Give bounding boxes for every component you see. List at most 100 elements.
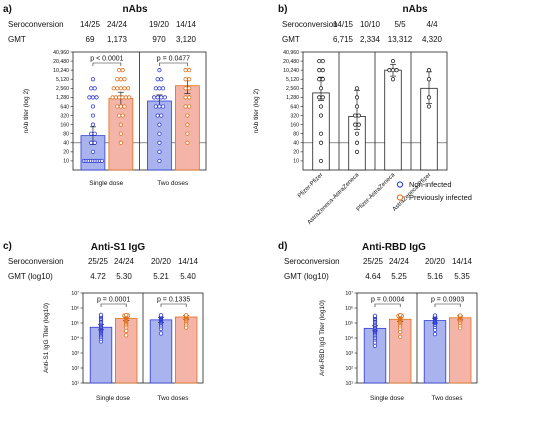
category-label-b-0: Pfizer-Pfizer [297,172,324,199]
data-point-a-1-1-6 [183,95,188,100]
data-point-c-1-1-13 [184,313,189,318]
y-tick-label-a-5: 320 [60,113,69,119]
data-point-b-1-4 [356,122,361,127]
data-point-a-1-1-2 [185,122,190,127]
header-value-a-0-2: 19/20 [149,20,170,29]
data-point-b-0-5 [317,95,322,100]
data-point-a-1-0-2 [157,140,162,145]
data-point-b-1-0 [354,149,360,154]
data-point-c-1-0-19 [158,313,164,318]
data-point-a-0-1-16 [118,86,123,91]
header-value-c-0-1: 24/24 [114,257,135,266]
y-axis-label-c: Anti-S1 IgG Titer (log10) [43,303,50,373]
data-point-a-0-1-5 [115,104,120,109]
y-tick-label-b-4: 160 [290,122,299,128]
header-label-d-1: GMT (log10) [284,272,329,281]
y-tick-label-a-10: 10,240 [53,68,69,74]
data-point-a-1-0-13 [162,95,167,100]
p-bracket-d-0 [374,303,401,307]
data-point-b-0-1 [318,140,324,145]
data-point-a-0-1-19 [115,77,120,82]
data-point-a-0-0-17 [90,113,96,118]
data-point-a-0-0-10 [99,158,105,164]
data-point-a-0-0-14 [89,131,94,136]
p-bracket-d-1 [434,303,461,307]
header-value-d-1-0: 4.64 [365,272,381,281]
data-point-b-0-0 [318,158,324,164]
data-point-a-1-1-12 [183,68,188,73]
header-value-a-0-3: 14/14 [176,20,197,29]
data-point-c-0-1-0 [124,333,129,338]
data-point-b-0-11 [320,68,325,73]
data-point-a-1-1-5 [187,104,192,109]
data-point-a-0-1-8 [110,95,115,100]
data-point-a-0-0-16 [90,122,96,127]
y-tick-label-d-6: 10⁷ [345,291,353,297]
data-point-a-1-0-0 [157,158,162,164]
data-point-d-1-0-0 [432,332,438,337]
data-point-b-0-6 [320,95,325,100]
header-value-b-0-1: 10/10 [360,20,381,29]
data-point-d-1-1-13 [458,313,463,318]
y-tick-label-b-9: 5,120 [286,77,299,83]
y-tick-label-b-3: 80 [293,131,299,137]
header-value-d-1-2: 5.16 [427,272,443,281]
header-value-a-1-0: 69 [86,35,95,44]
data-point-b-3-2 [426,77,432,82]
y-axis-label-b: nAb titer (log 2) [253,89,260,133]
y-tick-label-b-0: 10 [293,159,299,165]
y-tick-label-d-2: 10³ [346,351,354,357]
data-point-a-0-0-15 [92,131,97,136]
header-value-b-1-3: 4,320 [422,35,443,44]
y-tick-label-d-5: 10⁶ [345,306,353,312]
data-point-b-2-2 [390,68,396,73]
data-point-a-0-1-7 [122,104,127,109]
header-value-c-0-2: 20/20 [151,257,172,266]
data-point-a-1-0-17 [155,77,160,82]
data-point-a-0-1-9 [113,95,118,100]
panel-title-d: Anti-RBD IgG [362,242,426,253]
group-label-a-1: Two doses [157,180,189,187]
p-bracket-c-0 [100,303,127,307]
data-point-b-1-6 [356,113,361,118]
group-label-a-0: Single dose [89,180,123,187]
header-value-d-0-1: 24/24 [389,257,410,266]
header-value-d-0-3: 14/14 [452,257,473,266]
data-point-c-0-0-24 [98,312,104,317]
y-tick-label-d-4: 10⁵ [345,321,353,327]
data-point-a-0-1-13 [127,95,132,100]
header-label-c-1: GMT (log10) [8,272,53,281]
header-value-c-1-2: 5.21 [153,272,169,281]
panel-label-c: c) [3,241,12,252]
data-point-d-0-0-0 [372,343,378,348]
data-point-b-0-8 [317,77,322,82]
data-point-b-2-3 [394,68,399,73]
data-point-a-1-1-0 [185,140,190,145]
y-tick-label-b-11: 20,480 [283,59,299,65]
data-point-a-1-1-7 [187,95,192,100]
data-point-b-1-2 [354,131,360,136]
data-point-b-0-12 [317,58,322,64]
legend-label-0: Non-infected [409,180,452,189]
y-tick-label-b-10: 10,240 [283,68,299,74]
data-point-b-1-9 [354,86,360,91]
data-point-c-0-1-1 [124,328,129,333]
y-tick-label-c-1: 10² [72,366,80,372]
data-point-d-0-0-24 [372,313,378,318]
data-point-a-0-1-10 [117,95,122,100]
group-label-d-1: Two doses [431,395,463,402]
data-point-b-2-0 [390,77,396,82]
data-point-b-1-8 [354,95,360,100]
data-point-a-0-0-20 [90,95,96,100]
data-point-a-0-1-15 [115,86,120,91]
data-point-a-1-1-1 [185,131,190,136]
data-point-b-3-1 [426,95,432,100]
header-value-d-1-1: 5.25 [391,272,407,281]
data-point-b-0-9 [320,77,325,82]
y-tick-label-a-8: 2,560 [56,86,69,92]
data-point-a-0-0-12 [89,140,94,145]
header-value-a-0-1: 24/24 [107,20,128,29]
header-value-b-0-2: 5/5 [394,20,406,29]
panel-label-b: b) [278,4,287,15]
